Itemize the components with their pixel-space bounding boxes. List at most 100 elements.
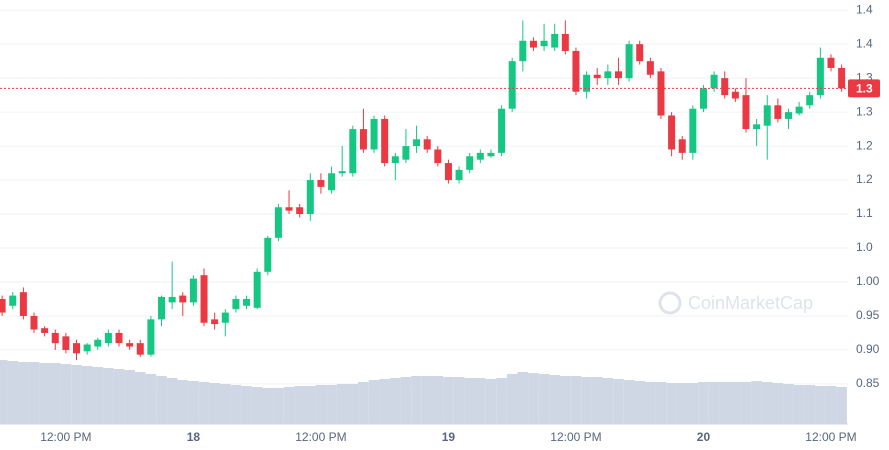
candle-body <box>731 91 739 99</box>
candle-body <box>274 207 282 238</box>
candle-body <box>699 88 707 109</box>
candle-body <box>593 74 601 79</box>
volume-bar <box>740 382 752 424</box>
candle-body <box>359 129 367 150</box>
volume-bar <box>645 382 656 424</box>
volume-bar <box>538 374 550 424</box>
volume-bar <box>836 387 847 424</box>
volume-bar <box>103 368 114 424</box>
candle-body <box>466 156 474 170</box>
volume-bar <box>719 382 731 424</box>
candle-body <box>232 298 240 310</box>
candle-body <box>285 207 293 211</box>
volume-bar <box>528 373 539 424</box>
y-tick-label: 0.90 <box>856 342 880 356</box>
x-tick-label: 19 <box>442 430 456 444</box>
candle-body <box>625 44 633 79</box>
candle-body <box>19 292 27 316</box>
volume-bar <box>432 376 444 424</box>
candle-body <box>487 152 495 157</box>
candle-body <box>253 271 261 308</box>
volume-bar <box>368 380 380 424</box>
volume-bar <box>304 386 316 424</box>
candle-body <box>646 61 654 75</box>
volume-bar <box>358 382 369 424</box>
y-tick-label: 1.4 <box>856 36 873 50</box>
volume-bar <box>60 364 72 424</box>
candle-body <box>136 343 144 355</box>
y-tick-label: 0.85 <box>856 376 880 390</box>
candle-body <box>827 57 835 68</box>
volume-bar <box>506 374 518 424</box>
candle-body <box>221 312 229 323</box>
candle-body <box>529 40 537 48</box>
candle-body <box>657 71 665 116</box>
y-tick-label: 1.00 <box>856 274 880 288</box>
volume-bar <box>28 362 40 424</box>
volume-bar <box>517 372 529 424</box>
volume-bar <box>188 381 199 424</box>
volume-bar <box>783 384 794 424</box>
candle-body <box>721 78 729 96</box>
volume-bar <box>698 382 709 424</box>
y-tick-label: 1.0 <box>856 240 873 254</box>
volume-bar <box>411 376 422 424</box>
volume-bar <box>92 367 104 424</box>
candle-body <box>147 319 155 355</box>
candle-body <box>742 95 750 130</box>
candle-body <box>784 112 792 119</box>
volume-bar <box>198 382 210 424</box>
volume-bar <box>389 378 401 424</box>
candle-body <box>296 207 304 215</box>
candle-body <box>83 344 91 352</box>
candle-body <box>264 237 272 272</box>
candle-body <box>678 139 686 153</box>
volume-bar <box>241 386 252 424</box>
candle-body <box>774 105 782 119</box>
volume-bar <box>443 377 454 424</box>
volume-bar <box>815 386 826 424</box>
x-tick-label: 18 <box>187 430 201 444</box>
volume-bar <box>156 376 167 424</box>
volume-bar <box>315 385 327 424</box>
y-tick-label: 1.2 <box>856 138 873 152</box>
candle-body <box>158 296 166 320</box>
candle-body <box>689 108 697 153</box>
volume-bar <box>273 388 284 424</box>
volume-bar <box>570 376 582 424</box>
candle-body <box>0 298 6 313</box>
price-label: 1.3 <box>856 82 873 96</box>
volume-bar <box>18 362 29 424</box>
candle-body <box>816 57 824 96</box>
candle-body <box>317 180 325 187</box>
x-tick-label: 12:00 PM <box>40 430 91 444</box>
candle-body <box>795 106 803 114</box>
candle-body <box>476 152 484 160</box>
candle-body <box>126 343 134 347</box>
candle-body <box>455 169 463 181</box>
candle-body <box>306 180 314 215</box>
volume-bar <box>283 387 295 424</box>
volume-bar <box>485 379 497 424</box>
volume-bar <box>326 385 337 424</box>
candle-body <box>211 319 219 325</box>
candle-body <box>30 315 38 330</box>
candle-body <box>243 298 251 306</box>
x-tick-label: 20 <box>697 430 711 444</box>
volume-bar <box>475 378 486 424</box>
volume-bar <box>772 383 784 424</box>
candle-body <box>572 50 580 92</box>
volume-bar <box>613 379 624 424</box>
volume-bar <box>453 377 465 424</box>
volume-bar <box>262 388 274 424</box>
volume-bar <box>793 385 805 424</box>
volume-bar <box>113 369 125 424</box>
y-tick-label: 1.3 <box>856 104 873 118</box>
volume-bar <box>230 385 242 424</box>
volume-bar <box>655 382 667 424</box>
volume-bar <box>0 360 8 424</box>
candle-body <box>604 71 612 79</box>
volume-bar <box>730 382 741 424</box>
candle-body <box>423 139 431 150</box>
